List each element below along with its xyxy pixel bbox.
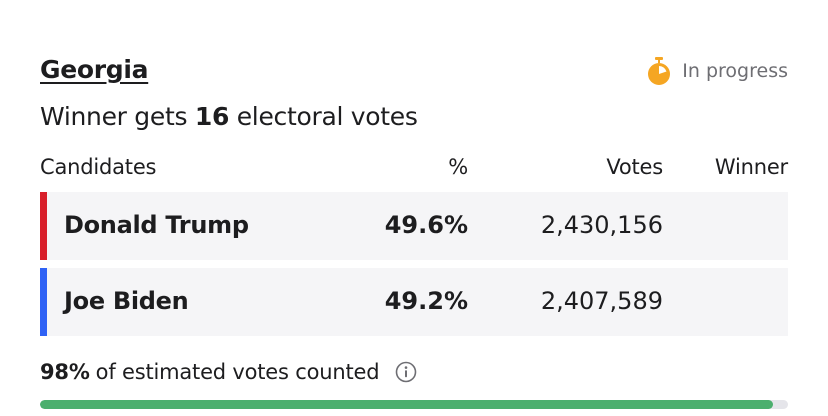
info-icon[interactable] bbox=[395, 361, 417, 383]
header-percent: % bbox=[448, 155, 468, 179]
party-color-bar bbox=[40, 192, 47, 260]
state-title-link[interactable]: Georgia bbox=[40, 55, 149, 84]
candidate-row-biden: Joe Biden 49.2% 2,407,589 bbox=[40, 268, 788, 336]
subtitle-suffix: electoral votes bbox=[236, 102, 418, 131]
subtitle-prefix: Winner gets bbox=[40, 102, 188, 131]
electoral-votes-count: 16 bbox=[194, 102, 230, 131]
table-header: Candidates % Votes Winner bbox=[40, 155, 788, 185]
counted-progress-fill bbox=[40, 400, 774, 409]
candidate-percent: 49.2% bbox=[384, 287, 468, 315]
votes-counted: 98% of estimated votes counted bbox=[40, 360, 417, 384]
counted-text: of estimated votes counted bbox=[95, 360, 380, 384]
race-status: In progress bbox=[646, 56, 788, 86]
candidate-row-trump: Donald Trump 49.6% 2,430,156 bbox=[40, 192, 788, 260]
candidate-votes: 2,430,156 bbox=[540, 211, 663, 239]
counted-progress-bar bbox=[40, 400, 788, 409]
candidate-name: Donald Trump bbox=[64, 211, 249, 239]
stopwatch-icon bbox=[646, 56, 672, 86]
candidate-name: Joe Biden bbox=[64, 287, 189, 315]
status-label: In progress bbox=[682, 60, 788, 82]
header-winner: Winner bbox=[714, 155, 788, 179]
counted-percent: 98% bbox=[40, 360, 90, 384]
candidate-percent: 49.6% bbox=[384, 211, 468, 239]
header-candidates: Candidates bbox=[40, 155, 157, 179]
candidate-votes: 2,407,589 bbox=[540, 287, 663, 315]
header-votes: Votes bbox=[606, 155, 663, 179]
race-subtitle: Winner gets 16 electoral votes bbox=[40, 102, 418, 131]
party-color-bar bbox=[40, 268, 47, 336]
